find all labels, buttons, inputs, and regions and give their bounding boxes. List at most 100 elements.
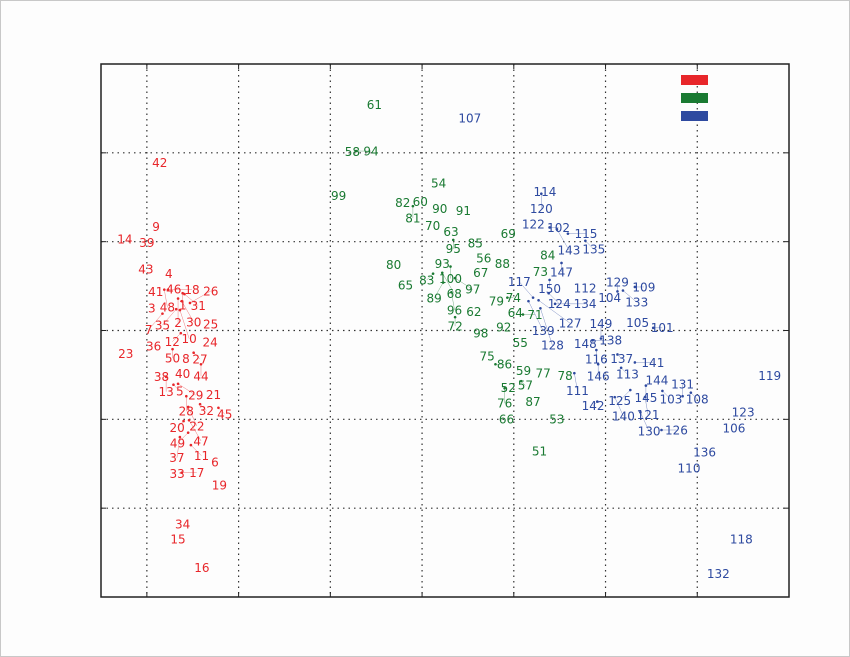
point-marker xyxy=(521,313,525,316)
point-label: 129 xyxy=(606,276,629,290)
point-marker xyxy=(621,289,625,292)
point-label: 105 xyxy=(626,316,649,330)
point-label: 86 xyxy=(497,358,512,372)
legend-swatch xyxy=(681,93,708,103)
point-marker xyxy=(453,315,457,319)
point-label: 97 xyxy=(465,283,480,297)
point-marker xyxy=(182,419,185,423)
point-label: 134 xyxy=(574,297,597,311)
label-leader-line xyxy=(172,332,181,342)
label-leader-line xyxy=(538,300,571,324)
point-label: 32 xyxy=(199,404,214,418)
label-leader-line xyxy=(188,420,202,442)
label-leader-line xyxy=(187,406,198,427)
point-label: 14 xyxy=(117,232,132,246)
point-marker xyxy=(548,278,551,282)
point-label: 121 xyxy=(637,408,660,422)
point-marker xyxy=(555,227,559,231)
point-marker xyxy=(547,291,550,295)
point-label: 1 xyxy=(179,298,187,312)
point-label: 9 xyxy=(152,220,160,234)
point-marker xyxy=(539,306,542,310)
label-leader-line xyxy=(189,290,211,304)
label-leader-line xyxy=(190,444,202,456)
point-label: 117 xyxy=(508,275,531,289)
point-label: 113 xyxy=(616,367,639,381)
point-marker xyxy=(651,326,655,330)
point-label: 85 xyxy=(468,237,483,251)
point-label: 17 xyxy=(189,466,204,480)
point-label: 127 xyxy=(559,317,582,331)
point-label: 78 xyxy=(558,369,573,383)
point-marker xyxy=(548,226,551,229)
point-label: 147 xyxy=(550,265,573,279)
point-label: 102 xyxy=(547,221,570,235)
label-leader-line xyxy=(181,301,194,323)
point-label: 25 xyxy=(203,318,218,332)
label-leader-line xyxy=(148,313,163,330)
point-label: 35 xyxy=(155,318,170,332)
label-leader-line xyxy=(179,309,190,339)
point-label: 33 xyxy=(169,467,184,481)
label-leader-line xyxy=(173,384,181,392)
point-label: 106 xyxy=(723,422,746,436)
point-label: 108 xyxy=(686,392,709,406)
point-label: 110 xyxy=(678,461,701,475)
point-label: 112 xyxy=(574,282,597,296)
point-label: 69 xyxy=(501,227,516,241)
point-label: 11 xyxy=(194,449,209,463)
point-label: 4 xyxy=(165,267,173,281)
label-leader-line xyxy=(426,273,434,281)
point-label: 24 xyxy=(203,336,218,350)
point-label: 150 xyxy=(538,282,561,296)
point-marker xyxy=(166,288,170,291)
point-label: 26 xyxy=(203,284,218,298)
point-marker xyxy=(619,366,623,370)
point-marker xyxy=(354,149,358,153)
point-marker xyxy=(527,299,530,303)
point-label: 80 xyxy=(386,258,401,272)
label-leader-line xyxy=(451,292,455,311)
point-marker xyxy=(449,265,452,268)
point-label: 49 xyxy=(170,437,185,451)
label-leader-line xyxy=(184,293,199,306)
point-label: 48 xyxy=(160,301,175,315)
point-label: 58 xyxy=(345,145,360,159)
legend-swatch xyxy=(681,111,708,121)
point-label: 99 xyxy=(331,189,346,203)
point-marker xyxy=(217,406,220,410)
point-marker xyxy=(185,394,188,398)
point-label: 143 xyxy=(557,243,580,257)
point-label: 64 xyxy=(508,306,523,320)
point-marker xyxy=(661,389,664,393)
point-label: 40 xyxy=(175,367,190,381)
point-label: 98 xyxy=(473,326,488,340)
point-label: 45 xyxy=(217,407,232,421)
label-leader-line xyxy=(640,412,650,432)
point-label: 111 xyxy=(566,384,589,398)
point-marker xyxy=(174,307,178,311)
point-label: 37 xyxy=(169,451,184,465)
point-label: 18 xyxy=(184,283,199,297)
point-label: 70 xyxy=(425,219,440,233)
point-label: 13 xyxy=(158,385,173,399)
point-marker xyxy=(187,418,191,422)
point-label: 114 xyxy=(534,185,557,199)
point-label: 92 xyxy=(496,321,511,335)
point-label: 55 xyxy=(513,336,528,350)
point-label: 5 xyxy=(176,384,184,398)
point-marker xyxy=(616,353,619,356)
point-label: 57 xyxy=(518,379,533,393)
point-label: 41 xyxy=(148,285,163,299)
point-label: 122 xyxy=(522,218,545,232)
point-label: 46 xyxy=(166,282,181,296)
point-label: 90 xyxy=(432,202,447,216)
point-marker xyxy=(183,292,186,296)
point-marker xyxy=(179,331,183,335)
point-label: 79 xyxy=(489,294,504,308)
point-marker xyxy=(595,348,598,352)
point-marker xyxy=(595,400,599,403)
label-leader-line xyxy=(519,281,534,298)
point-marker xyxy=(172,383,175,386)
point-label: 72 xyxy=(447,319,462,333)
